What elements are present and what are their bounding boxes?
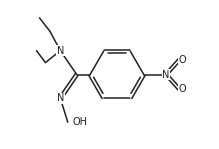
Text: OH: OH — [72, 117, 87, 127]
Text: O: O — [179, 84, 187, 94]
Text: O: O — [179, 55, 187, 65]
Text: N: N — [162, 69, 170, 80]
Text: N: N — [57, 93, 64, 103]
Text: N: N — [57, 46, 64, 56]
